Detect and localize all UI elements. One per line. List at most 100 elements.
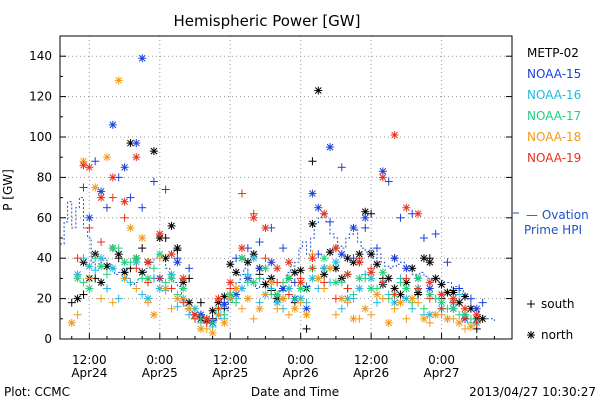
point-south bbox=[527, 300, 535, 308]
point-south bbox=[179, 298, 188, 307]
point-south bbox=[419, 234, 428, 242]
point-north bbox=[367, 284, 376, 293]
marker-legend-south: south bbox=[527, 297, 575, 311]
point-north bbox=[102, 153, 111, 162]
point-north bbox=[461, 304, 470, 313]
point-north bbox=[355, 284, 364, 293]
point-north bbox=[155, 284, 164, 293]
legend-entry: NOAA-16 bbox=[527, 88, 581, 102]
point-south bbox=[149, 177, 158, 186]
point-south bbox=[390, 290, 399, 299]
point-north bbox=[431, 274, 440, 283]
point-north bbox=[290, 268, 299, 277]
point-south bbox=[91, 157, 100, 166]
point-south bbox=[237, 304, 246, 313]
point-south bbox=[120, 213, 129, 222]
point-north bbox=[273, 264, 282, 273]
point-south bbox=[402, 314, 411, 323]
point-north bbox=[390, 284, 399, 293]
point-north bbox=[237, 244, 246, 253]
point-north bbox=[308, 254, 317, 263]
point-north bbox=[167, 250, 176, 259]
x-tick-label-time: 12:00 bbox=[213, 353, 248, 367]
point-north bbox=[85, 163, 94, 172]
point-north bbox=[138, 54, 147, 63]
point-south bbox=[91, 254, 100, 263]
y-tick-label: 60 bbox=[37, 211, 52, 225]
point-north bbox=[402, 203, 411, 212]
point-south bbox=[232, 298, 241, 307]
point-north bbox=[120, 197, 129, 206]
point-north bbox=[402, 284, 411, 293]
y-axis-label: P [GW] bbox=[1, 169, 15, 211]
axes: 12:00Apr240:00Apr2512:00Apr250:00Apr2612… bbox=[29, 49, 512, 380]
point-south bbox=[455, 290, 464, 299]
point-south bbox=[273, 304, 282, 313]
point-north bbox=[408, 294, 417, 303]
point-south bbox=[337, 163, 346, 172]
series-noaa-19 bbox=[73, 130, 481, 327]
point-south bbox=[149, 264, 158, 273]
point-north bbox=[284, 284, 293, 293]
point-south bbox=[144, 278, 153, 287]
x-tick-label-time: 12:00 bbox=[354, 353, 389, 367]
point-north bbox=[419, 314, 428, 323]
point-north bbox=[85, 284, 94, 293]
point-north bbox=[472, 304, 481, 313]
point-south bbox=[361, 223, 370, 232]
point-north bbox=[261, 223, 270, 232]
point-south bbox=[478, 298, 487, 307]
point-south bbox=[261, 290, 270, 299]
point-south bbox=[226, 294, 235, 303]
point-north bbox=[179, 274, 188, 283]
x-tick-label-date: Apr25 bbox=[212, 366, 248, 380]
point-north bbox=[290, 304, 299, 313]
point-north bbox=[261, 280, 270, 289]
point-north bbox=[296, 266, 305, 275]
legend: METP-02 NOAA-15 NOAA-16 NOAA-17 NOAA-18 NOAA-… bbox=[527, 46, 581, 165]
legend-entry: NOAA-15 bbox=[527, 67, 581, 81]
point-north bbox=[472, 310, 481, 319]
point-north bbox=[237, 284, 246, 293]
point-south bbox=[114, 294, 123, 303]
point-south bbox=[466, 294, 475, 303]
point-south bbox=[261, 254, 270, 263]
point-north bbox=[367, 250, 376, 259]
point-south bbox=[384, 177, 393, 186]
point-north bbox=[384, 274, 393, 283]
point-south bbox=[302, 324, 311, 333]
point-north bbox=[372, 290, 381, 299]
point-north bbox=[232, 290, 241, 299]
point-north bbox=[349, 314, 358, 323]
point-north bbox=[343, 270, 352, 279]
x-tick-label-time: 12:00 bbox=[72, 353, 107, 367]
point-north bbox=[120, 258, 129, 267]
point-north bbox=[191, 310, 200, 319]
x-tick-label-date: Apr27 bbox=[424, 366, 460, 380]
point-north bbox=[455, 318, 464, 327]
point-north bbox=[220, 318, 229, 327]
point-north bbox=[425, 290, 434, 299]
point-south bbox=[138, 244, 147, 253]
point-north bbox=[120, 163, 129, 172]
point-north bbox=[261, 264, 270, 273]
point-north bbox=[208, 328, 217, 337]
point-north bbox=[167, 274, 176, 283]
point-south bbox=[349, 290, 358, 299]
point-north bbox=[331, 258, 340, 267]
y-tick-label: 120 bbox=[29, 90, 52, 104]
point-north bbox=[167, 221, 176, 230]
point-north bbox=[326, 143, 335, 152]
point-north bbox=[308, 189, 317, 198]
point-north bbox=[425, 278, 434, 287]
footer-timestamp: 2013/04/27 10:30:27 bbox=[469, 385, 596, 399]
x-axis-label: Date and Time bbox=[251, 385, 339, 399]
point-north bbox=[67, 318, 76, 327]
point-north bbox=[97, 278, 106, 287]
point-north bbox=[431, 310, 440, 319]
point-north bbox=[449, 294, 458, 303]
point-north bbox=[226, 278, 235, 287]
point-north bbox=[390, 130, 399, 139]
point-north bbox=[79, 161, 88, 170]
point-south bbox=[331, 310, 340, 319]
